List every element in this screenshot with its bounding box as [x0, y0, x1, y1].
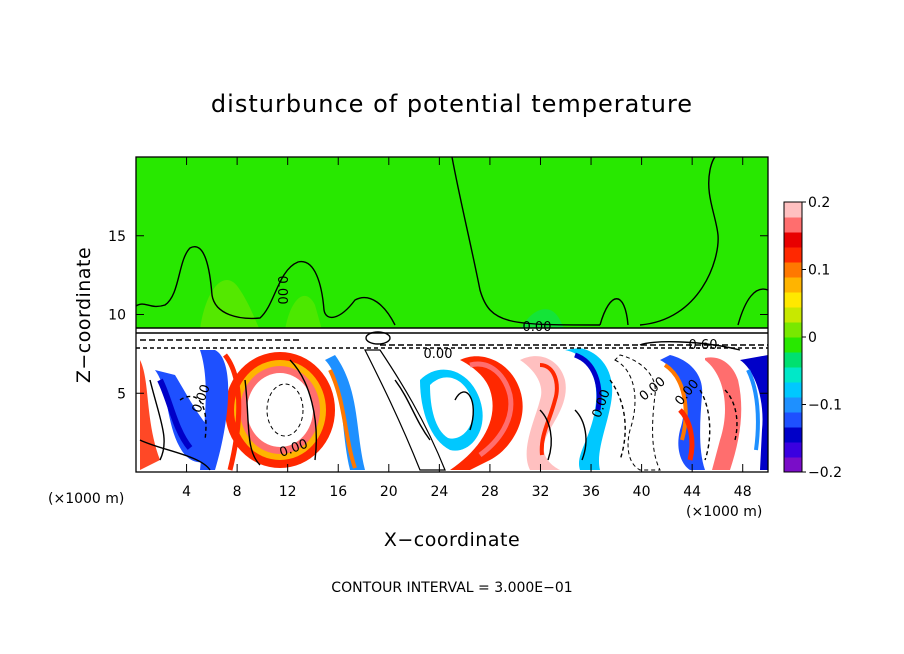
upper-lighter-patch	[285, 295, 322, 330]
colorbar-swatch	[784, 412, 802, 428]
colorbar-swatch	[784, 442, 802, 458]
colorbar-swatch	[784, 322, 802, 338]
y-axis: 5 10 15	[108, 229, 768, 402]
y-tick-label: 5	[117, 386, 126, 402]
contour-label: 0.60	[689, 338, 718, 353]
colorbar: 0.2 0.1 0 −0.1 −0.2	[783, 195, 842, 481]
contour-label: 0.00	[424, 347, 453, 362]
inversion-band	[136, 328, 768, 334]
x-axis-label: X−coordinate	[384, 529, 520, 551]
contour-label: 0.00	[523, 320, 552, 335]
colorbar-swatch	[784, 457, 802, 473]
colorbar-swatch	[784, 352, 802, 368]
x-axis: 4 8 12 16 20 24 28 32 36 40 44 48	[182, 157, 752, 500]
x-tick-label: 44	[683, 484, 701, 500]
contour-interval-note: CONTOUR INTERVAL = 3.000E−01	[331, 580, 572, 596]
x-tick-label: 12	[279, 484, 297, 500]
x-unit-right: (×1000 m)	[686, 504, 762, 520]
x-tick-label: 16	[329, 484, 347, 500]
chart-title: disturbunce of potential temperature	[211, 90, 693, 118]
x-tick-label: 28	[481, 484, 499, 500]
x-tick-label: 48	[734, 484, 752, 500]
colorbar-swatch	[784, 262, 802, 278]
colorbar-swatch	[784, 277, 802, 293]
colorbar-swatch	[784, 217, 802, 233]
x-tick-label: 36	[582, 484, 600, 500]
x-tick-label: 24	[430, 484, 448, 500]
y-tick-label: 15	[108, 229, 126, 245]
colorbar-swatch	[784, 307, 802, 323]
colorbar-swatch	[784, 337, 802, 353]
colorbar-swatch	[784, 202, 802, 218]
colorbar-swatch	[784, 382, 802, 398]
colorbar-swatch	[784, 232, 802, 248]
x-tick-label: 20	[380, 484, 398, 500]
y-tick-label: 10	[108, 308, 126, 324]
x-tick-label: 4	[182, 484, 191, 500]
colorbar-tick-label: −0.1	[808, 398, 842, 414]
y-axis-label: Z−coordinate	[73, 247, 95, 383]
x-tick-label: 8	[233, 484, 242, 500]
colorbar-tick-label: 0	[808, 330, 817, 346]
colorbar-tick-label: −0.2	[808, 465, 842, 481]
colorbar-swatch	[784, 397, 802, 413]
colorbar-tick-label: 0.1	[808, 263, 830, 279]
colorbar-tick-label: 0.2	[808, 195, 830, 211]
x-tick-label: 32	[532, 484, 550, 500]
x-unit-left: (×1000 m)	[48, 491, 124, 507]
colorbar-swatch	[784, 367, 802, 383]
colorbar-swatch	[784, 427, 802, 443]
plot-area	[136, 157, 768, 472]
colorbar-swatch	[784, 292, 802, 308]
x-tick-label: 40	[633, 484, 651, 500]
contour-label: 0.00	[274, 276, 289, 305]
colorbar-swatch	[784, 247, 802, 263]
contour-lines	[136, 157, 768, 471]
